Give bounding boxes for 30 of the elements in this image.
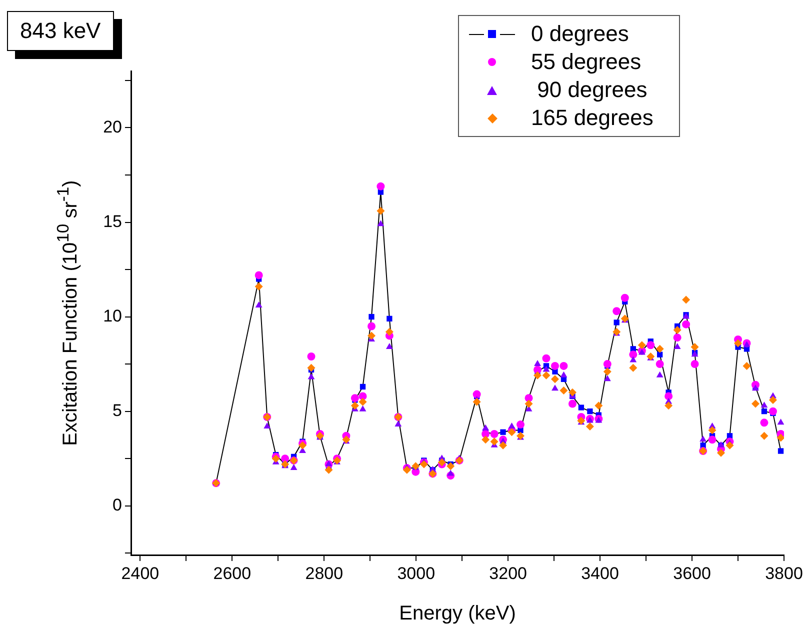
point <box>614 320 620 326</box>
point <box>368 314 374 320</box>
legend-label: 55 degrees <box>531 49 642 75</box>
x-tick-label: 3000 <box>397 564 436 583</box>
x-tick-label: 2400 <box>121 564 160 583</box>
point <box>587 408 593 414</box>
x-tick-label: 3200 <box>489 564 527 583</box>
point <box>700 442 706 448</box>
point <box>386 316 392 322</box>
y-tick-label: 5 <box>112 401 122 420</box>
y-tick-label: 20 <box>103 117 122 136</box>
y-tick-label: 0 <box>112 496 122 515</box>
point <box>578 404 584 410</box>
point <box>360 384 366 390</box>
x-tick-label: 3400 <box>581 564 619 583</box>
y-tick-label: 15 <box>103 212 122 231</box>
x-tick-label: 3800 <box>765 564 803 583</box>
x-axis-title: Energy (keV) <box>399 602 516 625</box>
x-tick-label: 2800 <box>305 564 344 583</box>
chart-title: 843 keV <box>7 11 114 51</box>
point <box>778 448 784 454</box>
x-tick-label: 3600 <box>673 564 711 583</box>
point <box>657 352 663 358</box>
legend-label: 90 degrees <box>536 77 648 103</box>
y-tick-label: 10 <box>103 306 122 326</box>
point <box>761 408 768 414</box>
point <box>500 429 506 435</box>
x-tick-label: 2600 <box>213 564 252 583</box>
legend-label: 165 degrees <box>531 105 654 131</box>
legend-label: 0 degrees <box>531 21 629 47</box>
